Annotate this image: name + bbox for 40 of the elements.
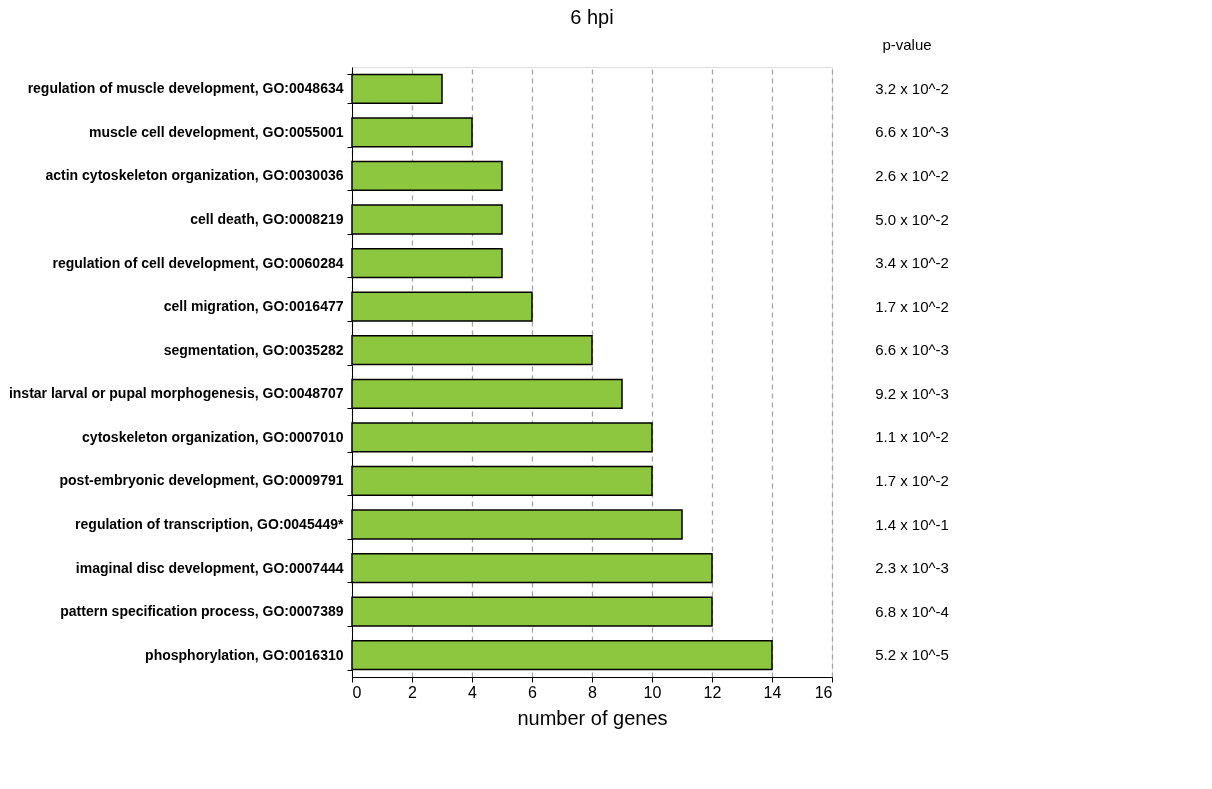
- y-tick-label: cell death, GO:0008219: [190, 211, 344, 227]
- x-tick-label: 16: [814, 683, 833, 701]
- y-tick-label: instar larval or pupal morphogenesis, GO:0048707: [8, 385, 344, 402]
- text: 1.7 x 10^-2: [875, 471, 949, 489]
- y-tick-label: pattern specification process, GO:0007389: [60, 603, 344, 620]
- y-tick-label: imaginal disc development, GO:0007444: [75, 559, 344, 576]
- y-tick-label: regulation of muscle development, GO:0048634: [27, 80, 344, 97]
- y-tick-label: muscle cell development, GO:0055001: [89, 123, 344, 140]
- text: 1.1 x 10^-2: [875, 428, 949, 446]
- y-tick-label: segmentation, GO:0035282: [163, 341, 344, 358]
- chart-title: 6 hpi: [570, 6, 614, 28]
- text: 6.6 x 10^-3: [875, 123, 949, 141]
- x-tick-label: 10: [643, 683, 662, 701]
- y-tick-label: actin cytoskeleton organization, GO:0030036: [45, 167, 344, 184]
- x-tick-label: 6: [528, 683, 538, 701]
- text: 1.4 x 10^-1: [875, 515, 949, 533]
- x-tick-label: 8: [588, 683, 598, 701]
- text: 3.4 x 10^-2: [875, 254, 949, 272]
- text: p-value: [882, 36, 932, 53]
- x-tick-label: 2: [408, 683, 418, 701]
- text: 9.2 x 10^-3: [875, 384, 949, 402]
- text: 1.7 x 10^-2: [875, 297, 949, 315]
- text: 2.6 x 10^-2: [875, 166, 949, 184]
- text: 6.6 x 10^-3: [875, 341, 949, 359]
- x-tick-label: 4: [468, 683, 478, 701]
- y-tick-label: regulation of cell development, GO:0060284: [52, 254, 344, 271]
- text: 3.2 x 10^-2: [875, 79, 949, 97]
- x-axis-title: number of genes: [517, 706, 668, 729]
- text: 6.8 x 10^-4: [875, 602, 949, 620]
- x-tick-label: 0: [352, 683, 362, 701]
- x-tick-label: 12: [703, 683, 722, 701]
- text: 5.0 x 10^-2: [875, 210, 949, 228]
- y-tick-label: cytoskeleton organization, GO:0007010: [82, 428, 344, 445]
- y-tick-label: regulation of transcription, GO:0045449*: [75, 516, 345, 532]
- text: 5.2 x 10^-5: [875, 646, 949, 664]
- x-tick-label: 14: [763, 683, 782, 701]
- y-tick-label: phosphorylation, GO:0016310: [145, 646, 344, 663]
- y-tick-label: post-embryonic development, GO:0009791: [59, 472, 344, 489]
- y-tick-label: cell migration, GO:0016477: [163, 298, 344, 315]
- text: 2.3 x 10^-3: [875, 559, 949, 577]
